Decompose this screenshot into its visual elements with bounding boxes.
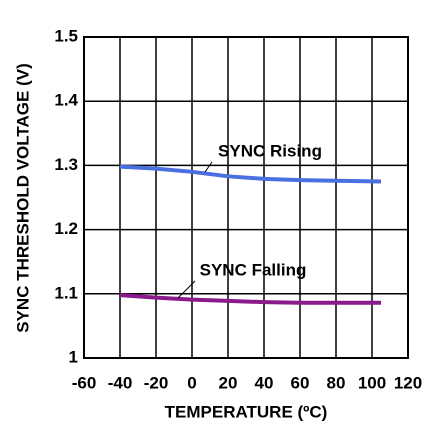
- y-tick-label: 1: [69, 347, 78, 366]
- x-tick-label: 0: [187, 373, 196, 392]
- x-tick-label: -40: [108, 373, 133, 392]
- x-axis-label: TEMPERATURE (ºC): [165, 402, 328, 421]
- annotation-leader: [204, 161, 213, 173]
- y-tick-label: 1.2: [54, 219, 78, 238]
- x-tick-label: 120: [394, 373, 422, 392]
- series-line: [119, 164, 382, 184]
- series-line: [119, 293, 381, 305]
- y-tick-label: 1.1: [54, 283, 78, 302]
- x-tick-label: -20: [144, 373, 169, 392]
- y-tick-label: 1.5: [54, 26, 78, 45]
- y-tick-label: 1.3: [54, 155, 78, 174]
- series-label: SYNC Falling: [200, 260, 307, 279]
- x-tick-label: 80: [327, 373, 346, 392]
- y-axis-label: SYNC THRESHOLD VOLTAGE (V): [13, 63, 32, 333]
- x-tick-label: 60: [291, 373, 310, 392]
- x-tick-label: 40: [255, 373, 274, 392]
- x-tick-label: 100: [358, 373, 386, 392]
- annotation-leader: [177, 280, 196, 299]
- y-tick-label: 1.4: [54, 91, 78, 110]
- series-label: SYNC Rising: [218, 141, 322, 160]
- x-tick-label: 20: [219, 373, 238, 392]
- x-tick-label: -60: [72, 373, 97, 392]
- plot-frame: [83, 36, 409, 359]
